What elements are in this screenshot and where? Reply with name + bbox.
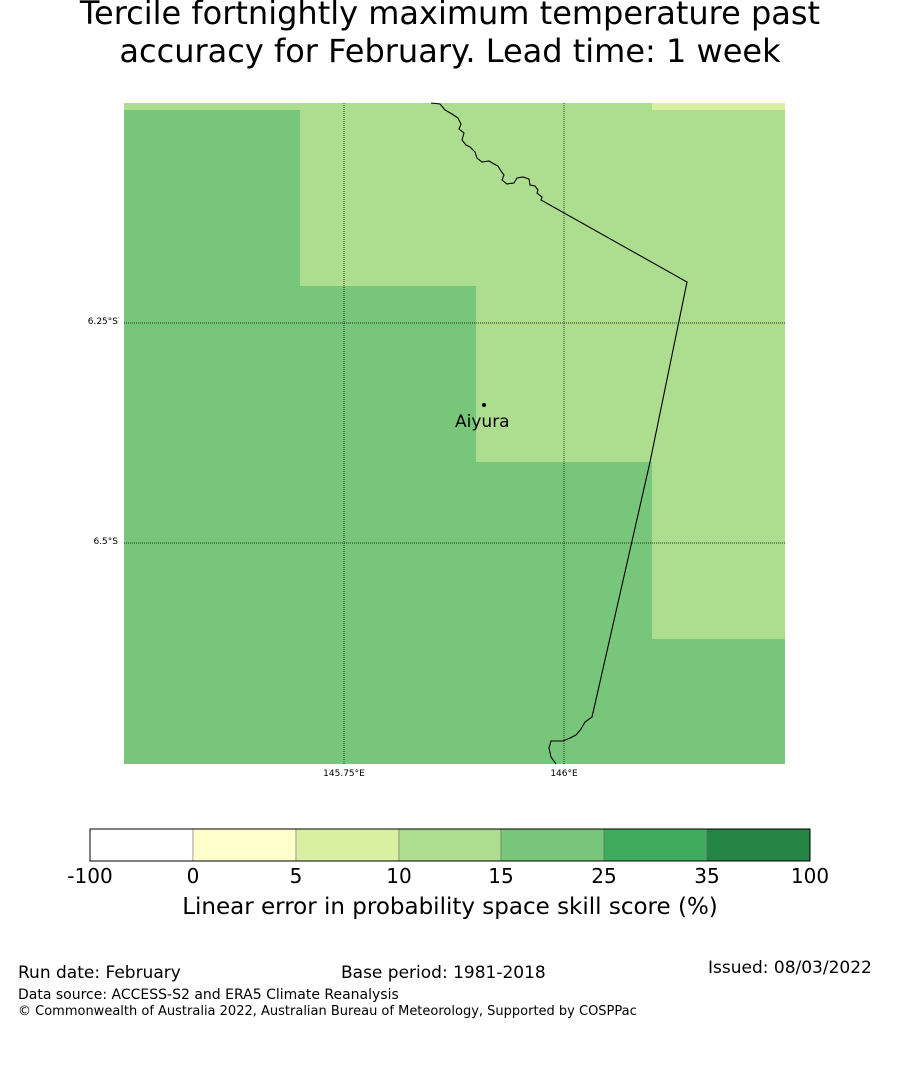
base-period: Base period: 1981-2018 [341,963,546,983]
skill-cell-centre [476,103,652,462]
lat-label-6.5: 6.5°S [93,537,118,547]
colorbar-segment-5 [500,828,605,862]
colorbar-segment-3 [295,828,400,862]
copyright: © Commonwealth of Australia 2022, Austra… [18,1004,637,1019]
lon-label-145.75: 145.75°E [323,769,365,779]
colorbar-label: Linear error in probability space skill … [182,894,718,920]
issued-date: Issued: 08/03/2022 [708,958,872,978]
colorbar-segment-1 [89,828,194,862]
map-panel [124,102,785,765]
run-date: Run date: February [18,963,181,983]
colorbar-segment-7 [706,828,811,862]
colorbar-tick-label: -100 [67,864,113,888]
skill-cell-northeast-corner [652,103,785,110]
colorbar-segment-6 [603,828,708,862]
colorbar [89,828,811,862]
data-source: Data source: ACCESS-S2 and ERA5 Climate … [18,987,399,1003]
aiyura-marker [482,403,486,407]
colorbar-tick-label: 100 [790,864,830,888]
coastline [430,102,688,765]
colorbar-tick-label: 15 [488,864,514,888]
lon-label-146: 146°E [550,769,578,779]
place-label-aiyura: Aiyura [455,412,510,432]
skill-cell-east [652,103,785,639]
colorbar-segment-4 [398,828,502,862]
colorbar-segment-2 [192,828,297,862]
title-line-1: Tercile fortnightly maximum temperature … [79,0,821,32]
map-title: Tercile fortnightly maximum temperature … [0,0,900,70]
colorbar-outline [89,828,811,862]
colorbar-tick-label: 25 [591,864,617,888]
colorbar-tick-label: 10 [386,864,412,888]
colorbar-tick-label: 5 [289,864,303,888]
title-line-2: accuracy for February. Lead time: 1 week [119,32,781,70]
colorbar-tick-label: 35 [694,864,720,888]
lat-label-6.25: 6.25°S [87,317,118,327]
colorbar-tick-label: 0 [186,864,200,888]
